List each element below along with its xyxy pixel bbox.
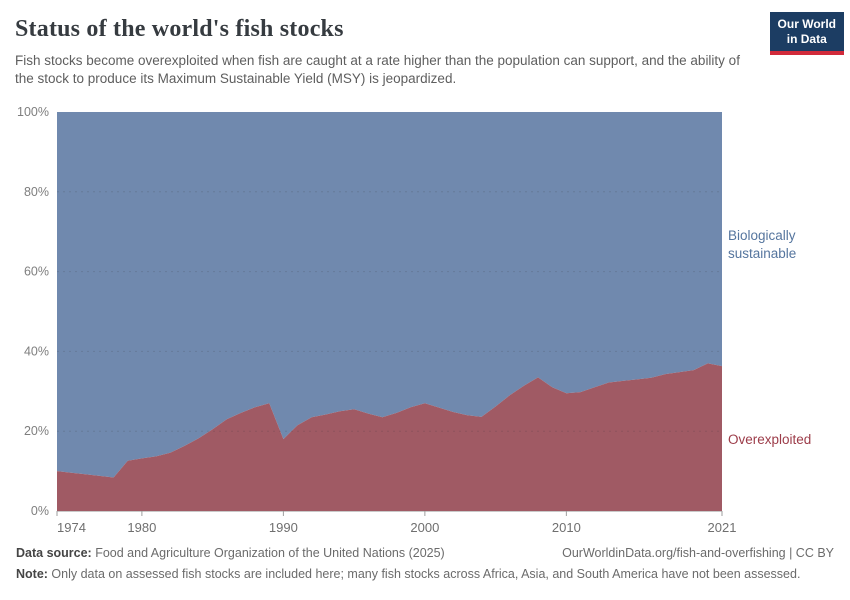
- data-source-line: Data source: Food and Agriculture Organi…: [16, 546, 445, 560]
- x-tick-label-1990: 1990: [269, 520, 298, 535]
- y-tick-label-60: 60%: [24, 265, 49, 279]
- note-label: Note:: [16, 567, 48, 581]
- y-tick-label-0: 0%: [31, 504, 49, 518]
- x-tick-label-1980: 1980: [127, 520, 156, 535]
- page-title: Status of the world's fish stocks: [15, 16, 344, 42]
- area-biologically-sustainable[interactable]: [57, 112, 722, 478]
- note-text: Only data on assessed fish stocks are in…: [47, 567, 801, 581]
- owid-logo-accent-bar: [769, 51, 844, 55]
- data-source-label: Data source:: [16, 546, 92, 560]
- series-label-overexploited[interactable]: Overexploited: [728, 432, 812, 447]
- y-tick-label-100: 100%: [17, 105, 49, 119]
- owid-logo-line2: in Data: [786, 32, 827, 46]
- chart-subtitle: Fish stocks become overexploited when fi…: [15, 53, 740, 86]
- x-tick-label-2010: 2010: [552, 520, 581, 535]
- area-overexploited[interactable]: [57, 363, 722, 511]
- data-source-text: Food and Agriculture Organization of the…: [91, 546, 445, 560]
- x-tick-label-2021: 2021: [708, 520, 737, 535]
- owid-logo-line1: Our World: [777, 17, 836, 31]
- x-tick-label-1974: 1974: [57, 520, 86, 535]
- y-tick-label-40: 40%: [24, 344, 49, 358]
- note-line: Note: Only data on assessed fish stocks …: [16, 567, 836, 581]
- y-tick-label-80: 80%: [24, 185, 49, 199]
- series-label-biologically-sustainable[interactable]: Biologically sustainable: [728, 228, 797, 261]
- y-tick-label-20: 20%: [24, 424, 49, 438]
- owid-logo[interactable]: Our World in Data: [769, 12, 844, 55]
- owid-url-link[interactable]: OurWorldinData.org/fish-and-overfishing …: [562, 546, 834, 560]
- x-tick-label-2000: 2000: [410, 520, 439, 535]
